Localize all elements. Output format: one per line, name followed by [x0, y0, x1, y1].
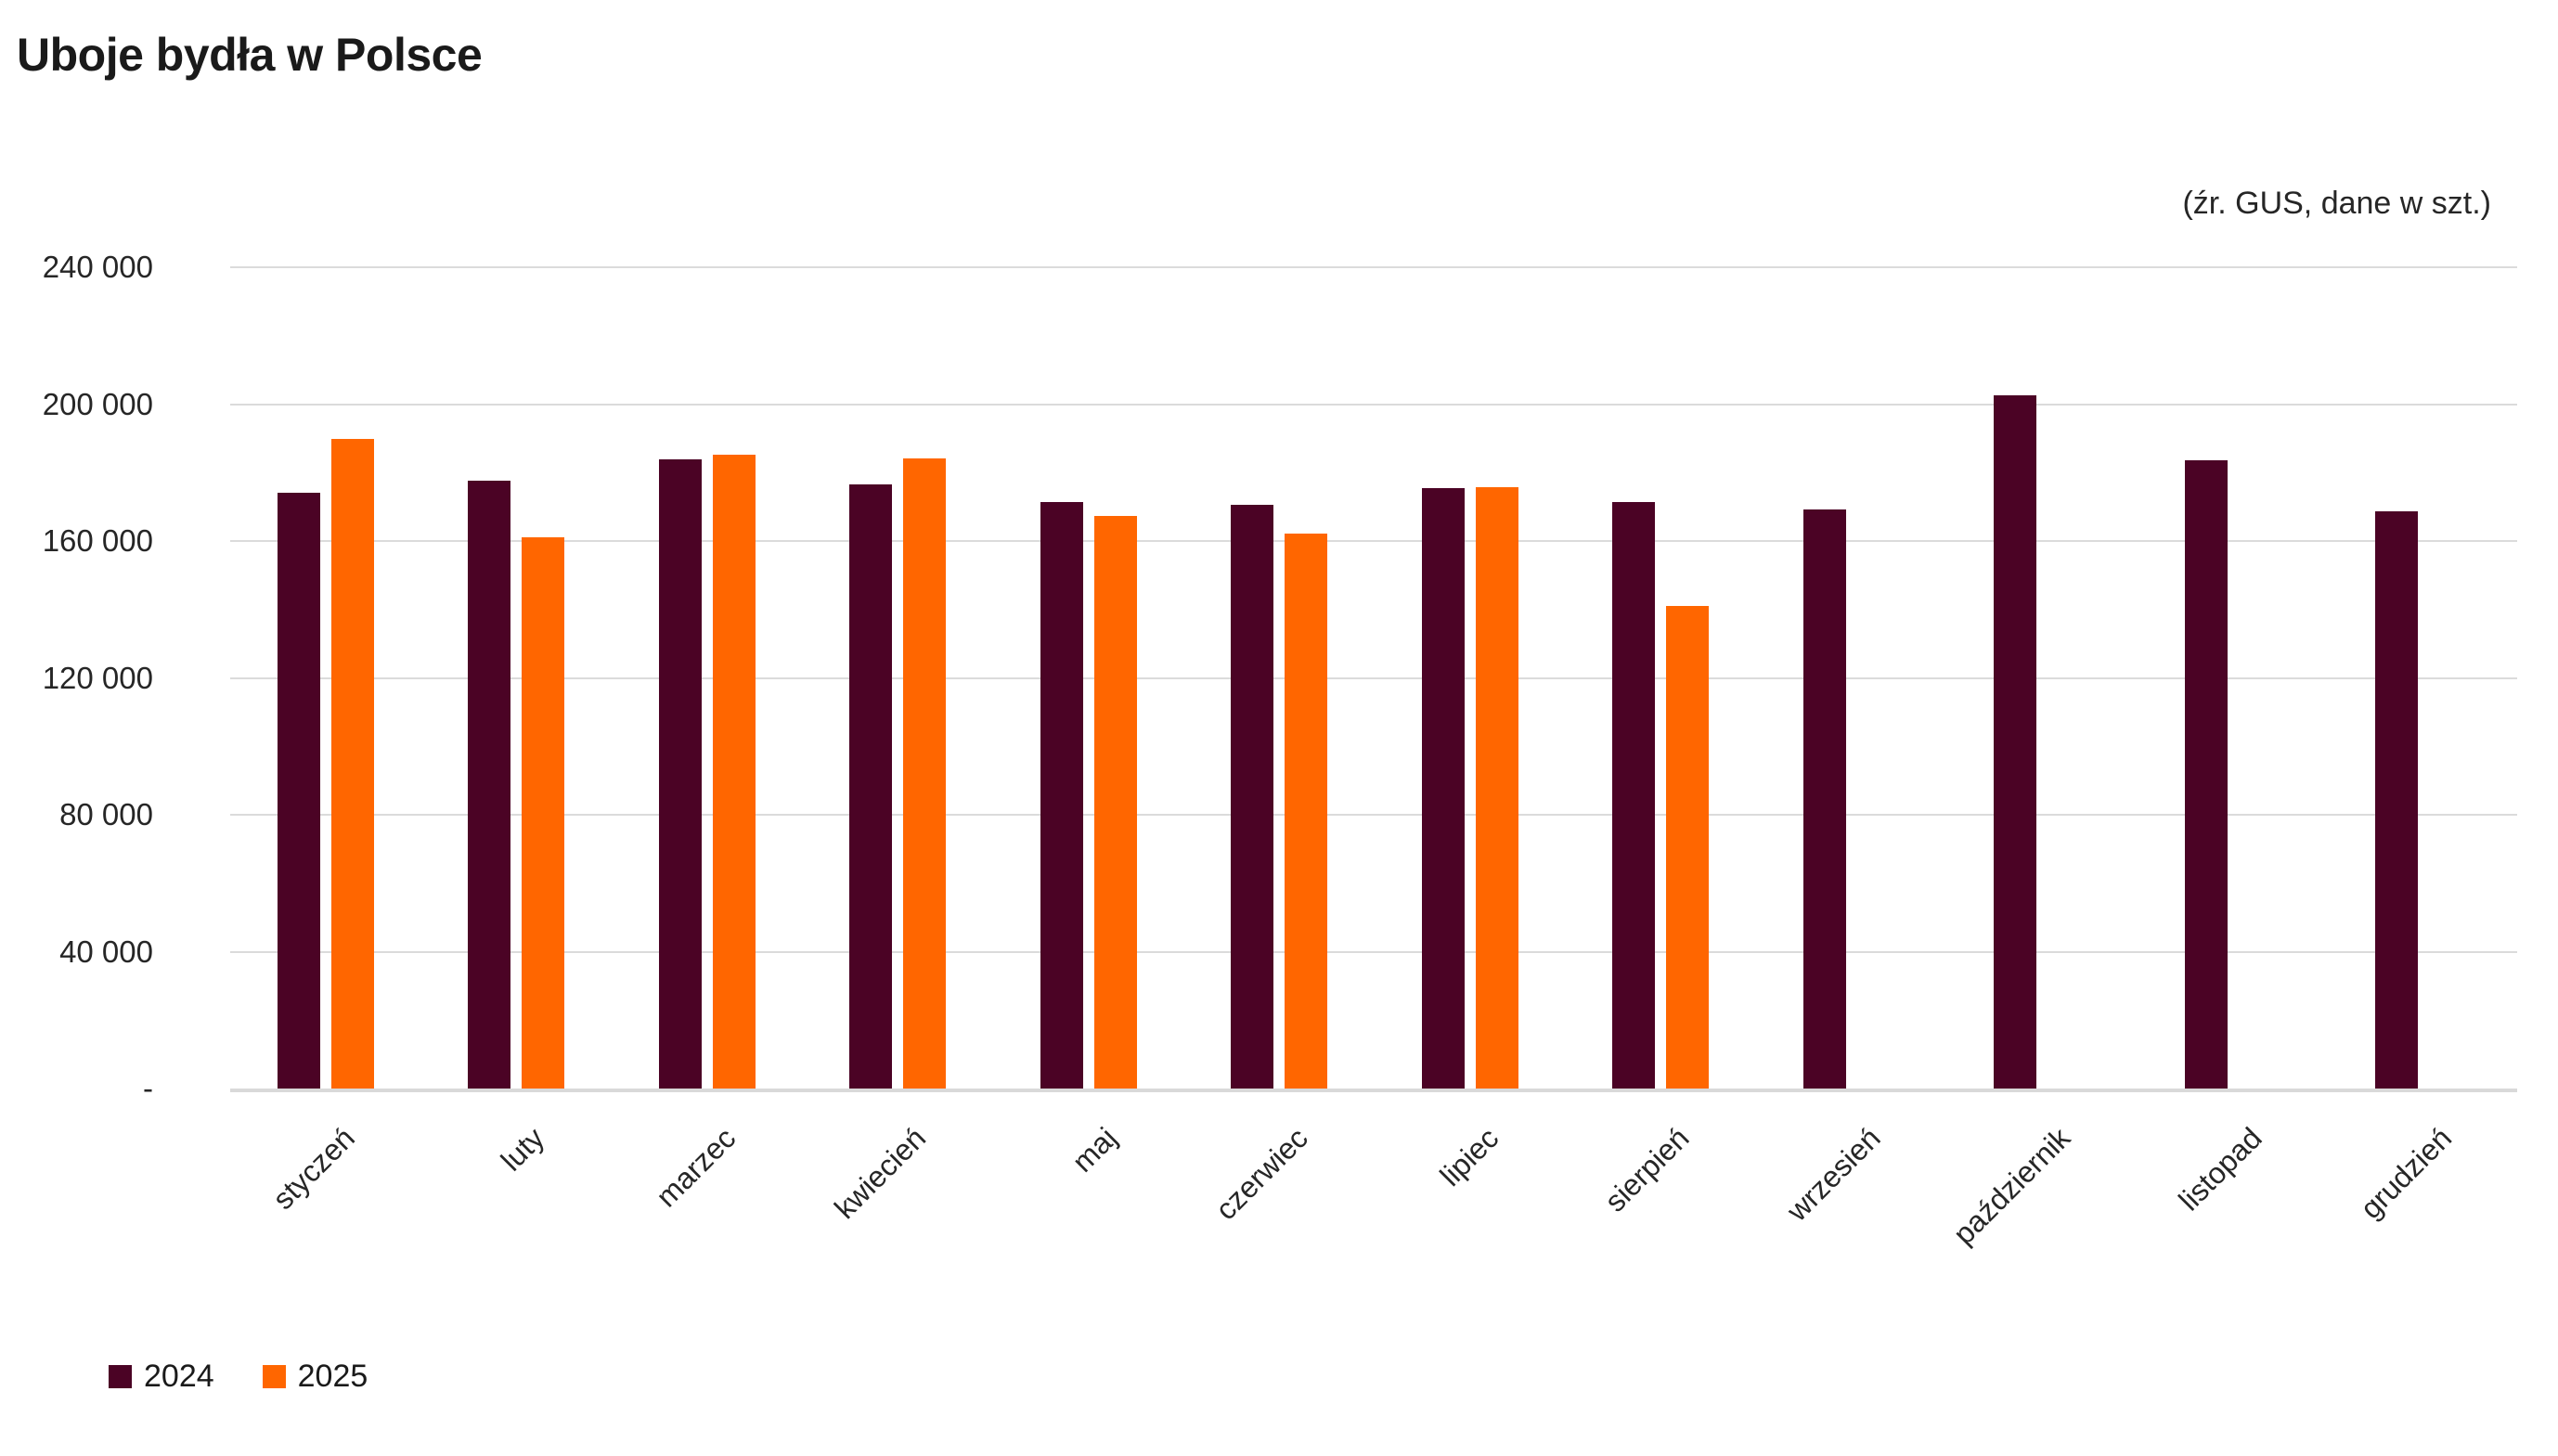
x-axis-label-listopad: listopad — [2172, 1121, 2268, 1218]
x-axis-line — [230, 1089, 2517, 1092]
gridline-40000 — [230, 950, 2517, 953]
bar-2025-maj — [1094, 516, 1137, 1089]
gridline-240000 — [230, 266, 2517, 268]
y-axis-label: 40 000 — [59, 934, 153, 969]
bar-2025-marzec — [713, 455, 756, 1089]
y-axis-label: 80 000 — [59, 797, 153, 831]
bar-2025-styczeń — [331, 439, 374, 1089]
bar-2024-maj — [1040, 502, 1083, 1089]
legend-swatch-icon — [262, 1364, 286, 1388]
bar-2025-luty — [522, 537, 564, 1089]
page-title: Uboje bydła w Polsce — [17, 29, 483, 81]
x-axis-label-luty: luty — [494, 1121, 551, 1178]
legend-item-2025: 2025 — [262, 1359, 368, 1394]
bar-2024-lipiec — [1422, 488, 1465, 1089]
y-axis-label: 120 000 — [42, 661, 153, 695]
x-axis-label-październik: październik — [1946, 1121, 2077, 1251]
bar-2024-marzec — [659, 459, 702, 1089]
bar-2024-czerwiec — [1231, 505, 1273, 1089]
x-axis-label-sierpień: sierpień — [1597, 1121, 1696, 1218]
x-axis-label-marzec: marzec — [649, 1121, 743, 1214]
bar-2024-sierpień — [1612, 502, 1655, 1089]
x-axis-label-styczeń: styczeń — [265, 1121, 361, 1217]
legend-label: 2024 — [144, 1359, 214, 1394]
legend-label: 2025 — [297, 1359, 368, 1394]
x-axis-label-czerwiec: czerwiec — [1208, 1121, 1314, 1227]
x-axis-label-kwiecień: kwiecień — [828, 1121, 933, 1226]
bar-2024-luty — [468, 481, 510, 1089]
gridline-200000 — [230, 403, 2517, 406]
bar-2024-październik — [1994, 395, 2036, 1089]
gridline-80000 — [230, 814, 2517, 816]
x-axis-label-grudzień: grudzień — [2354, 1121, 2459, 1226]
y-axis-label: 200 000 — [42, 387, 153, 421]
y-axis-label: 240 000 — [42, 250, 153, 284]
bar-2024-kwiecień — [849, 484, 892, 1089]
bar-2024-styczeń — [278, 493, 320, 1089]
bar-2024-wrzesień — [1803, 509, 1846, 1089]
source-note: (źr. GUS, dane w szt.) — [2182, 186, 2491, 221]
legend-swatch-icon — [109, 1364, 132, 1388]
x-axis-label-lipiec: lipiec — [1433, 1121, 1505, 1193]
gridline-120000 — [230, 676, 2517, 679]
x-axis-label-maj: maj — [1066, 1121, 1124, 1179]
bar-2025-sierpień — [1666, 606, 1709, 1089]
legend: 2024 2025 — [109, 1360, 368, 1392]
y-axis-label: - — [143, 1071, 153, 1105]
gridline-160000 — [230, 540, 2517, 542]
bar-2025-lipiec — [1476, 487, 1518, 1089]
legend-item-2024: 2024 — [109, 1360, 214, 1392]
bar-2024-grudzień — [2375, 511, 2418, 1089]
x-axis-label-wrzesień: wrzesień — [1779, 1121, 1887, 1228]
bar-2024-listopad — [2185, 460, 2228, 1089]
bar-2025-czerwiec — [1285, 534, 1327, 1089]
bar-2025-kwiecień — [903, 458, 946, 1089]
y-axis-label: 160 000 — [42, 523, 153, 558]
